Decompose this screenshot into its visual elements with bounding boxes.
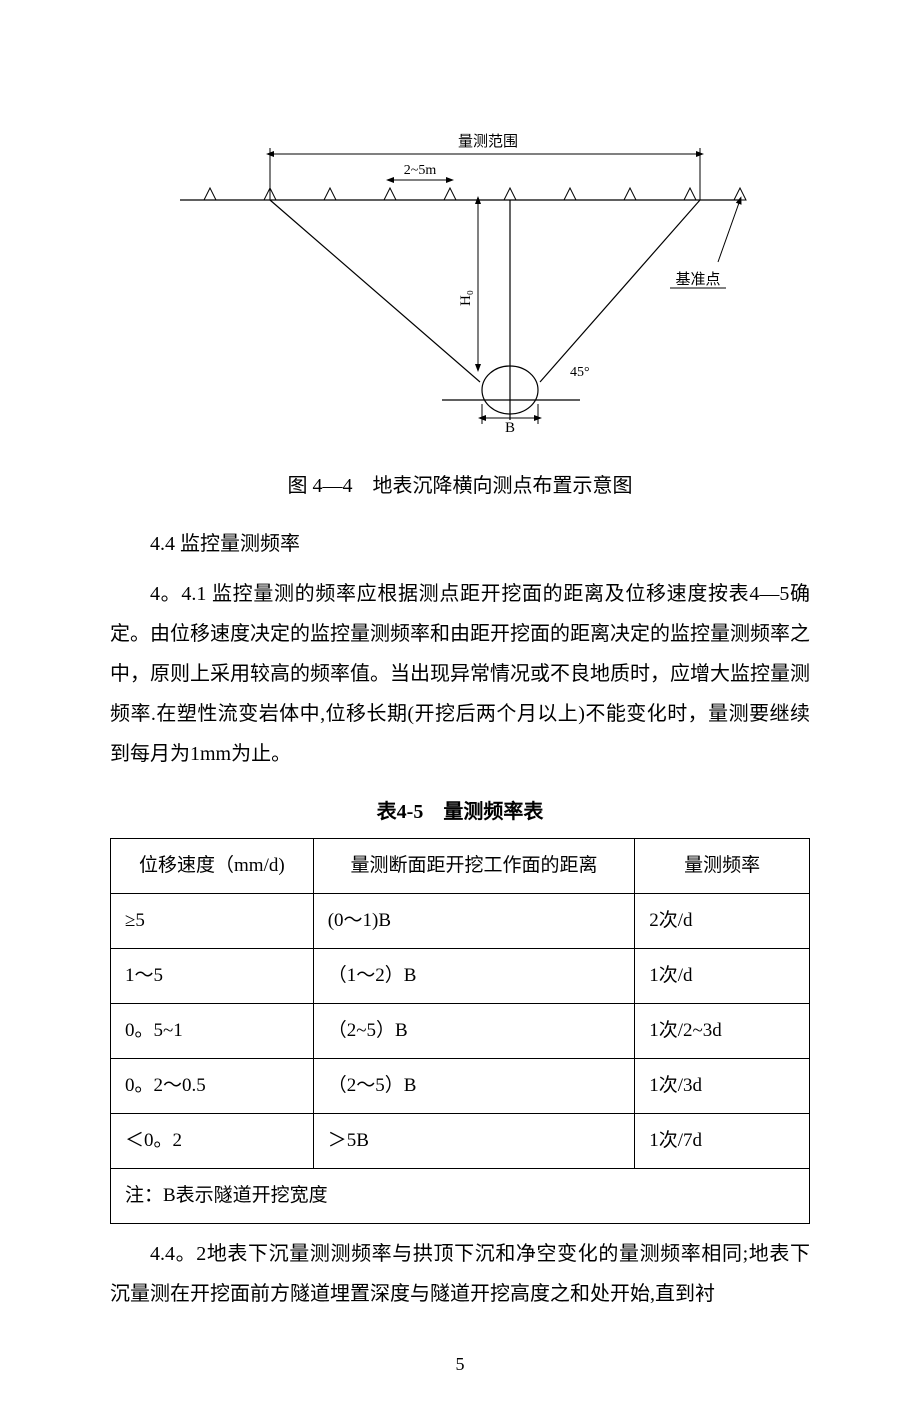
table-cell: 1次/d: [635, 949, 810, 1004]
paragraph-4-4-1: 4。4.1 监控量测的频率应根据测点距开挖面的距离及位移速度按表4—5确定。由位…: [110, 574, 810, 774]
svg-text:H₀: H₀: [458, 290, 474, 306]
table-cell: 1次/7d: [635, 1114, 810, 1169]
section-4-4-heading: 4.4 监控量测频率: [110, 524, 810, 564]
svg-text:基准点: 基准点: [675, 271, 720, 288]
table-cell: （1～2）B: [313, 949, 635, 1004]
table-row: 1～5（1～2）B1次/d: [111, 949, 810, 1004]
table-cell: ＜0。2: [111, 1114, 314, 1169]
figure-caption: 图 4—4 地表沉降横向测点布置示意图: [110, 466, 810, 506]
table-cell: （2～5）B: [313, 1059, 635, 1114]
table-row: 0。2～0.5（2～5）B1次/3d: [111, 1059, 810, 1114]
frequency-table: 位移速度（mm/d)量测断面距开挖工作面的距离量测频率≥5(0～1)B2次/d1…: [110, 838, 810, 1224]
figure-diagram: 量测范围 2~5m H₀ B 45° 基准点: [170, 120, 750, 454]
table-row: 0。5~1（2~5）B1次/2~3d: [111, 1004, 810, 1059]
table-row: ＜0。2＞5B1次/7d: [111, 1114, 810, 1169]
table-cell: 0。2～0.5: [111, 1059, 314, 1114]
table-header: 量测断面距开挖工作面的距离: [313, 839, 635, 894]
svg-text:量测范围: 量测范围: [458, 133, 518, 150]
table-cell: 0。5~1: [111, 1004, 314, 1059]
table-cell: 2次/d: [635, 894, 810, 949]
table-cell: 1次/3d: [635, 1059, 810, 1114]
page-number: 5: [110, 1346, 810, 1382]
table-header: 位移速度（mm/d): [111, 839, 314, 894]
svg-text:B: B: [505, 420, 515, 436]
table-cell: (0～1)B: [313, 894, 635, 949]
table-cell: （2~5）B: [313, 1004, 635, 1059]
table-header: 量测频率: [635, 839, 810, 894]
table-cell: 1～5: [111, 949, 314, 1004]
table-row: ≥5(0～1)B2次/d: [111, 894, 810, 949]
table-cell: 1次/2~3d: [635, 1004, 810, 1059]
svg-text:2~5m: 2~5m: [404, 163, 437, 178]
table-caption: 表4-5 量测频率表: [110, 792, 810, 832]
paragraph-4-4-2: 4.4。2地表下沉量测测频率与拱顶下沉和净空变化的量测频率相同;地表下沉量测在开…: [110, 1234, 810, 1314]
table-note: 注：B表示隧道开挖宽度: [111, 1169, 810, 1224]
table-cell: ＞5B: [313, 1114, 635, 1169]
table-cell: ≥5: [111, 894, 314, 949]
svg-text:45°: 45°: [570, 365, 590, 380]
